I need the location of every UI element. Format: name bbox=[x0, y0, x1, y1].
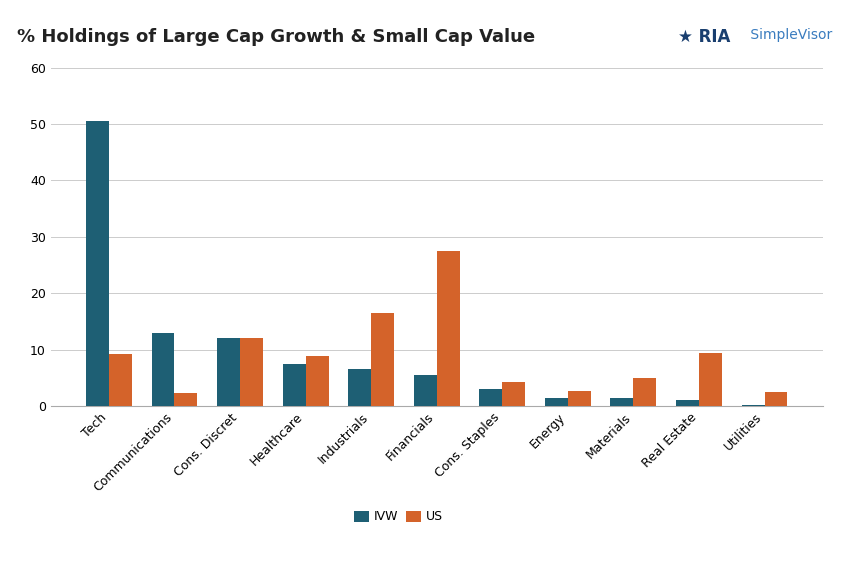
Bar bbox=[305, 356, 328, 406]
Bar bbox=[86, 121, 109, 406]
Bar bbox=[217, 338, 240, 406]
Bar bbox=[545, 398, 568, 406]
Bar bbox=[699, 352, 722, 406]
Bar bbox=[479, 389, 502, 406]
Bar bbox=[633, 378, 656, 406]
Text: % Holdings of Large Cap Growth & Small Cap Value: % Holdings of Large Cap Growth & Small C… bbox=[17, 28, 535, 46]
Bar bbox=[437, 251, 460, 406]
Bar bbox=[349, 369, 371, 406]
Bar bbox=[502, 382, 525, 406]
Bar bbox=[152, 333, 175, 406]
Bar bbox=[371, 313, 394, 406]
Bar bbox=[240, 338, 263, 406]
Text: SimpleVisor: SimpleVisor bbox=[746, 28, 833, 42]
Bar bbox=[676, 400, 699, 406]
Bar bbox=[175, 393, 198, 406]
Text: ★ RIA: ★ RIA bbox=[678, 28, 731, 46]
Bar bbox=[765, 392, 788, 406]
Bar bbox=[282, 364, 305, 406]
Bar bbox=[568, 391, 591, 406]
Bar bbox=[611, 398, 633, 406]
Legend: IVW, US: IVW, US bbox=[349, 505, 448, 528]
Bar bbox=[109, 354, 131, 406]
Bar bbox=[414, 375, 437, 406]
Bar bbox=[742, 405, 765, 406]
